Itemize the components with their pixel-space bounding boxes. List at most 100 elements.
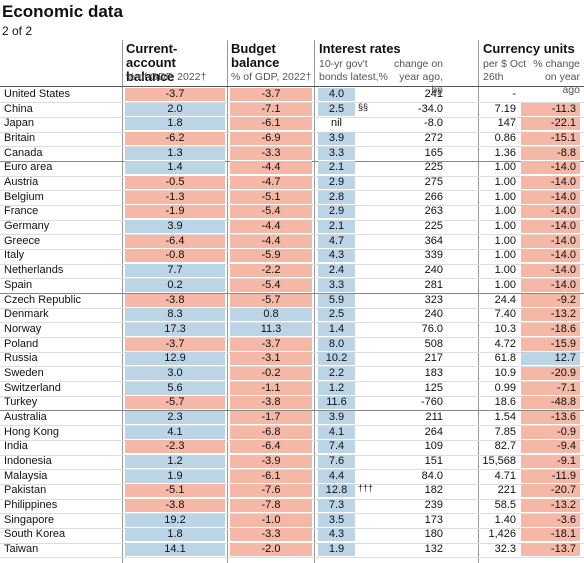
currency-change: -9.1 [521, 455, 580, 468]
budget-balance: -5.4 [230, 205, 312, 219]
bond-change: 151 [424, 455, 443, 467]
currency-change: -22.1 [521, 117, 580, 131]
per-dollar: 1.00 [494, 190, 516, 203]
current-account: 0.2 [125, 278, 225, 292]
country: Poland [4, 337, 39, 350]
divider [122, 40, 123, 563]
current-account: 5.6 [125, 381, 225, 395]
currency-change: -9.4 [521, 440, 580, 454]
country: Russia [4, 352, 38, 365]
bond-change: 281 [424, 278, 443, 291]
current-account: 1.8 [125, 528, 225, 542]
budget-balance: -7.8 [230, 499, 312, 513]
title: Economic data [2, 2, 123, 21]
currency-change: -48.8 [521, 396, 580, 410]
bond-change: 240 [424, 308, 443, 321]
currency-change: -14.0 [521, 190, 580, 204]
bond-yield: 3.9 [318, 132, 355, 146]
current-account: 8.3 [125, 308, 225, 322]
bond-yield: 7.3 [318, 499, 355, 513]
current-account: -5.1 [125, 484, 225, 498]
budget-balance: -4.4 [230, 220, 312, 234]
bond-yield: 10.2 [318, 352, 355, 366]
divider [227, 40, 228, 563]
per-dollar: 7.40 [494, 308, 516, 321]
current-account: 4.1 [125, 425, 225, 439]
per-dollar: 7.85 [494, 425, 516, 438]
budget-balance: 0.8 [230, 308, 312, 322]
per-dollar: 7.19 [494, 102, 516, 115]
country: Germany [4, 220, 50, 233]
currency-change: -14.0 [521, 220, 580, 234]
bond-yield: 11.6 [318, 396, 355, 410]
bond-yield: 1.9 [318, 543, 355, 557]
per-dollar: 24.4 [494, 293, 516, 306]
bond-yield: 8.0 [318, 337, 355, 351]
per-dollar: 4.72 [494, 337, 516, 350]
current-account: 19.2 [125, 513, 225, 527]
bond-yield: 4.3 [318, 249, 355, 263]
bond-change: 364 [424, 234, 443, 247]
country: Czech Republic [4, 293, 82, 306]
current-account: -3.8 [125, 499, 225, 513]
country: Philippines [4, 499, 58, 512]
current-account: 14.1 [125, 543, 225, 557]
budget-balance: -6.9 [230, 132, 312, 146]
bond-change: 264 [424, 425, 443, 438]
currency-change: -18.6 [521, 322, 580, 336]
footnote: ††† [358, 483, 374, 494]
bond-change: -8.0 [424, 117, 443, 130]
current-account: 1.3 [125, 146, 225, 160]
bond-yield: 1.4 [318, 322, 355, 336]
currency-change: -13.7 [521, 543, 580, 557]
budget-balance: -7.6 [230, 484, 312, 498]
column-title: Interest rates [319, 41, 401, 56]
subtitle: 2 of 2 [2, 24, 33, 38]
country: Japan [4, 117, 34, 130]
current-account: 2.3 [125, 410, 225, 424]
bond-change: 339 [424, 249, 443, 262]
per-dollar: 58.5 [494, 499, 516, 512]
per-dollar: 147 [497, 117, 516, 130]
budget-balance: -5.7 [230, 293, 312, 307]
column-title: Currency units [483, 41, 575, 56]
bond-yield: 7.4 [318, 440, 355, 454]
current-account: 3.0 [125, 366, 225, 380]
per-dollar: 1.36 [494, 146, 516, 159]
bond-yield: nil [330, 117, 342, 130]
currency-change: -15.9 [521, 337, 580, 351]
budget-balance: -5.4 [230, 278, 312, 292]
bond-yield: 12.8 [318, 484, 355, 498]
bond-change: 109 [424, 440, 443, 453]
bond-yield: 5.9 [318, 293, 355, 307]
per-dollar: 0.86 [494, 132, 516, 145]
country: Sweden [4, 366, 44, 379]
per-dollar: 1.00 [494, 234, 516, 247]
budget-balance: -6.1 [230, 469, 312, 483]
bond-yield: 4.0 [318, 88, 355, 101]
per-dollar: 10.3 [494, 322, 516, 335]
budget-balance: -3.9 [230, 455, 312, 468]
currency-change: -14.0 [521, 161, 580, 175]
budget-balance: -1.7 [230, 410, 312, 424]
per-dollar: 1.40 [494, 513, 516, 526]
budget-balance: -3.3 [230, 146, 312, 160]
current-account: -2.3 [125, 440, 225, 454]
country: Taiwan [4, 543, 39, 556]
budget-balance: -5.1 [230, 190, 312, 204]
current-account: -1.3 [125, 190, 225, 204]
per-dollar: 1.00 [494, 264, 516, 277]
per-dollar: 1.00 [494, 278, 516, 291]
budget-balance: -4.4 [230, 161, 312, 175]
current-account: 1.2 [125, 455, 225, 468]
header-rule [0, 86, 584, 87]
country: Norway [4, 322, 42, 335]
current-account: 17.3 [125, 322, 225, 336]
bond-yield: 3.3 [318, 278, 355, 292]
current-account: 1.9 [125, 469, 225, 483]
country: China [4, 102, 33, 115]
country: Euro area [4, 161, 53, 174]
budget-balance: -1.1 [230, 381, 312, 395]
per-dollar: 221 [497, 484, 516, 497]
